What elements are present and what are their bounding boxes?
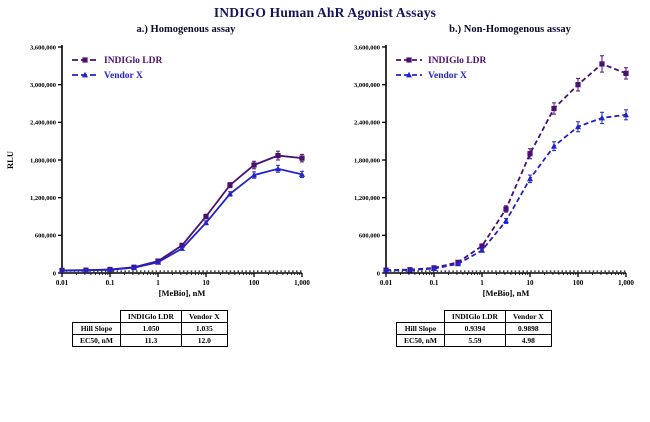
svg-text:1,000: 1,000: [618, 279, 634, 287]
figure-title: INDIGO Human AhR Agonist Assays: [213, 5, 437, 20]
svg-text:1: 1: [156, 279, 160, 287]
svg-text:1,800,000: 1,800,000: [354, 157, 380, 164]
table-col-header: INDIGlo LDR: [119, 310, 182, 323]
table-row-label: Hill Slope: [72, 322, 121, 335]
svg-text:10: 10: [527, 279, 535, 287]
table-row-label: Hill Slope: [396, 322, 445, 335]
svg-text:RLU: RLU: [5, 151, 15, 169]
table-corner: [397, 311, 445, 323]
svg-text:0: 0: [53, 270, 56, 277]
table-value: 5.59: [443, 334, 506, 347]
chart-panel-b: b.) Non-Homogenous assay 0 600,000 1,200,0…: [326, 22, 648, 347]
svg-text:3,000,000: 3,000,000: [30, 82, 56, 89]
svg-text:2,400,000: 2,400,000: [30, 120, 56, 127]
table-col-header: Vendor X: [504, 310, 552, 323]
svg-text:3,000,000: 3,000,000: [354, 82, 380, 89]
table-value: 0.9394: [443, 322, 506, 335]
svg-text:1,200,000: 1,200,000: [30, 195, 56, 202]
fit-parameters-table-a: INDIGlo LDR Vendor X Hill Slope 1.050 1.035 E…: [72, 310, 228, 347]
table-col-header: Vendor X: [180, 310, 228, 323]
table-col-header: INDIGlo LDR: [443, 310, 506, 323]
svg-text:Vendor X: Vendor X: [104, 71, 143, 81]
svg-text:100: 100: [249, 279, 260, 287]
table-corner: [73, 311, 121, 323]
svg-text:0: 0: [377, 270, 380, 277]
svg-text:10: 10: [203, 279, 211, 287]
svg-text:0.01: 0.01: [56, 279, 69, 287]
table-value: 1.035: [180, 322, 228, 335]
svg-text:INDIGlo LDR: INDIGlo LDR: [428, 56, 486, 66]
svg-text:1,200,000: 1,200,000: [354, 195, 380, 202]
svg-text:Vendor X: Vendor X: [428, 71, 467, 81]
dose-response-chart-a: 0 600,000 1,200,000 1,800,000 2,400,000 3,000…: [5, 44, 310, 298]
table-value: 12.0: [180, 334, 228, 347]
svg-text:2,400,000: 2,400,000: [354, 120, 380, 127]
svg-text:[MeBio], nM: [MeBio], nM: [159, 288, 206, 298]
svg-text:100: 100: [573, 279, 584, 287]
svg-text:3,600,000: 3,600,000: [354, 44, 380, 51]
table-value: 11.3: [119, 334, 182, 347]
svg-text:INDIGlo LDR: INDIGlo LDR: [104, 56, 162, 66]
svg-text:1: 1: [480, 279, 484, 287]
table-value: 4.98: [504, 334, 552, 347]
svg-text:0.01: 0.01: [380, 279, 393, 287]
table-value: 0.9898: [504, 322, 552, 335]
svg-text:0.1: 0.1: [106, 279, 115, 287]
table-value: 1.050: [119, 322, 182, 335]
dose-response-chart-b: 0 600,000 1,200,000 1,800,000 2,400,000 3,000…: [354, 44, 634, 298]
panel-a-title: a.) Homogenous assay: [136, 24, 236, 35]
fit-parameters-table-b: INDIGlo LDR Vendor X Hill Slope 0.9394 0.989…: [396, 310, 552, 347]
table-row-label: EC50, nM: [396, 334, 445, 347]
svg-text:0.1: 0.1: [430, 279, 439, 287]
svg-text:[MeBio], nM: [MeBio], nM: [483, 288, 530, 298]
svg-text:600,000: 600,000: [359, 233, 380, 240]
svg-text:600,000: 600,000: [35, 233, 56, 240]
charts-row: a.) Homogenous assay 0 600,000 1,200,000 1,…: [0, 22, 650, 347]
svg-text:3,600,000: 3,600,000: [30, 44, 56, 51]
svg-text:1,000: 1,000: [294, 279, 310, 287]
chart-panel-a: a.) Homogenous assay 0 600,000 1,200,000 1,…: [2, 22, 324, 347]
svg-text:1,800,000: 1,800,000: [30, 157, 56, 164]
panel-b-title: b.) Non-Homogenous assay: [449, 24, 571, 35]
table-row-label: EC50, nM: [72, 334, 121, 347]
